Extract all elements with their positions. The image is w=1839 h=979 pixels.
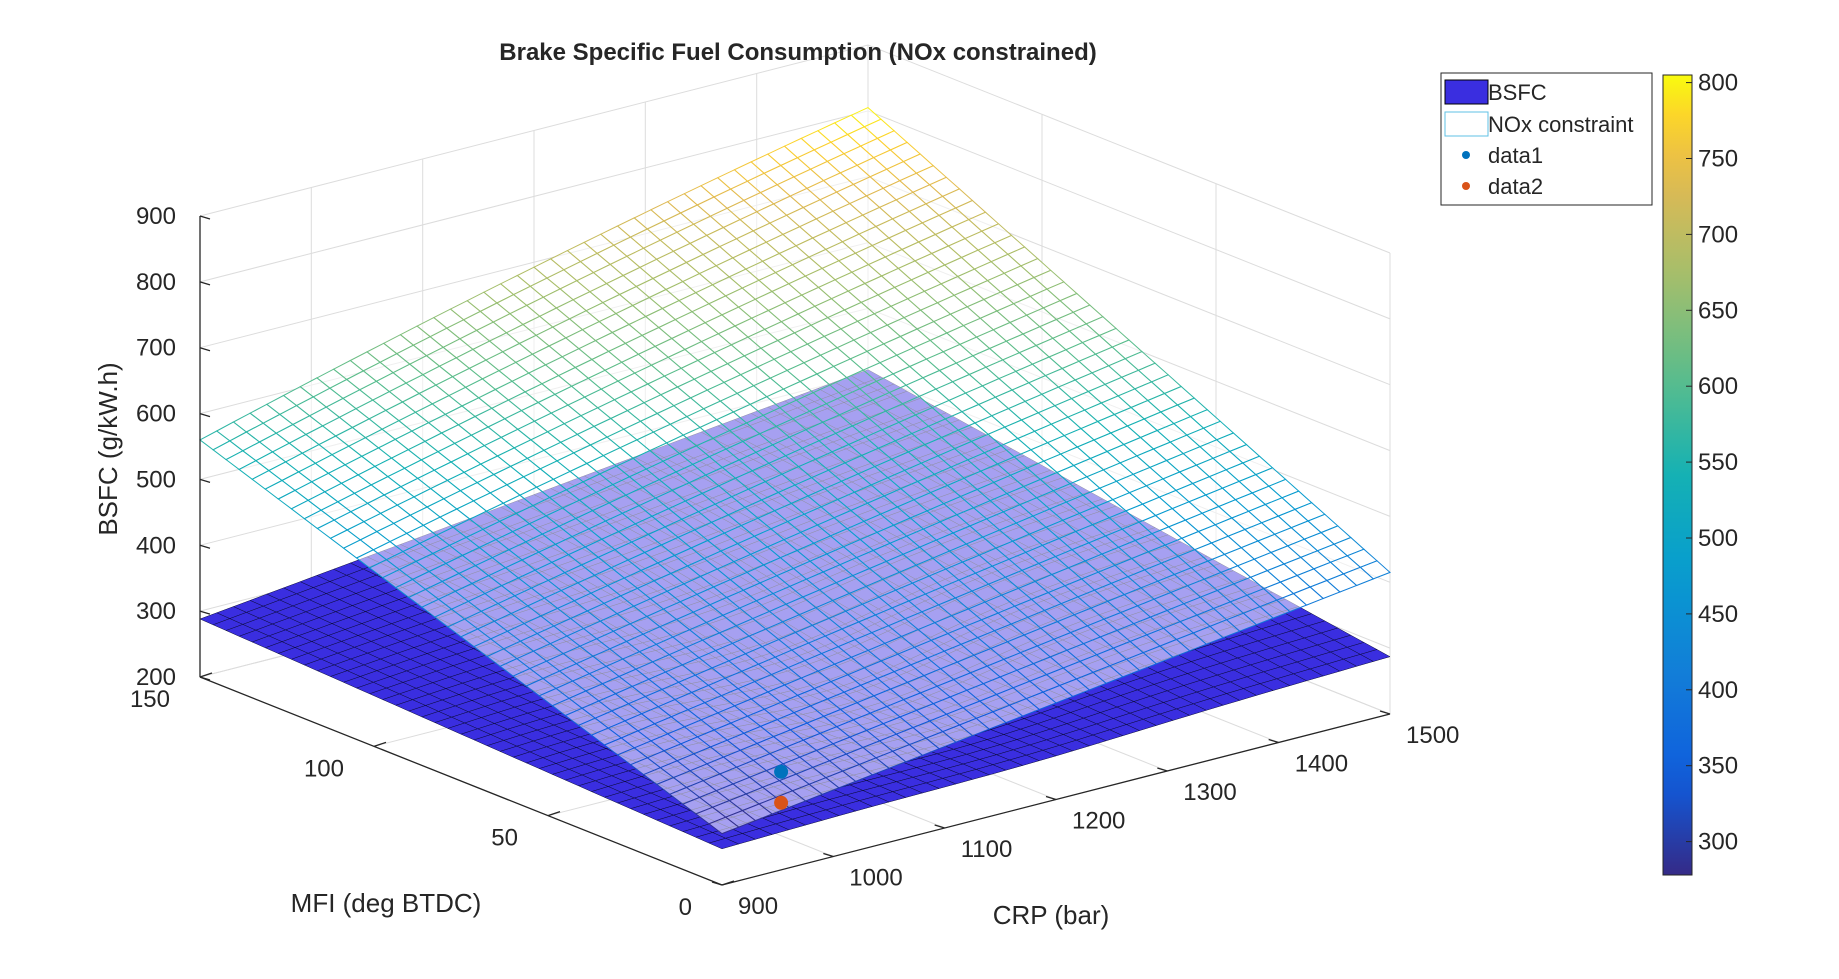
x-tick-label: 1500 [1406,722,1459,749]
z-tick-label: 400 [136,532,176,559]
x-tick [934,824,945,829]
bsfc-surface-patch [708,838,740,850]
colorbar-tick-label: 750 [1698,146,1738,173]
z-tick-label: 300 [136,598,176,625]
colorbar-tick-label: 700 [1698,221,1738,248]
z-tick-label: 900 [136,203,176,230]
y-tick-label: 100 [304,755,344,782]
y-axis-label: MFI (deg BTDC) [291,888,482,918]
z-tick [199,544,211,549]
z-tick [199,676,211,681]
x-tick-label: 1000 [849,865,902,892]
z-tick [199,412,211,418]
legend-swatch-bsfc [1444,79,1489,105]
legend-label-data1: data1 [1488,143,1543,168]
colorbar-tick-label: 450 [1698,601,1738,628]
grid-line-z [199,44,1391,254]
legend-label-bsfc: BSFC [1488,80,1547,105]
colorbar-tick-label: 400 [1698,677,1738,704]
x-tick [711,881,723,886]
z-tick [199,478,211,484]
x-tick [1045,795,1057,801]
x-tick-label: 1100 [961,836,1013,863]
chart-title: Brake Specific Fuel Consumption (NOx con… [499,39,1096,66]
data-points [774,764,789,810]
colorbar-gradient [1662,74,1693,876]
colorbar-tick-label: 550 [1698,449,1738,476]
z-tick [199,610,211,615]
z-tick-label: 700 [136,335,176,362]
legend-label-data2: data2 [1488,174,1543,199]
z-axis-label: BSFC (g/kW.h) [93,362,123,535]
z-tick-label: 500 [136,466,176,493]
z-tick-label: 800 [136,269,176,296]
surfaces [199,107,1391,850]
x-tick [1157,767,1168,772]
colorbar-tick-label: 600 [1698,373,1738,400]
y-tick [547,811,561,817]
x-tick [823,852,834,858]
z-tick [199,281,211,286]
x-tick [1268,738,1279,744]
colorbar-tick-label: 350 [1698,753,1738,780]
colorbar-tick-label: 800 [1698,70,1738,97]
legend-marker-data2 [1462,182,1470,190]
x-tick [1379,710,1391,715]
nox-constraint-mesh-cell [707,816,740,835]
y-tick-label: 150 [130,686,170,713]
colorbar-tick-label: 300 [1698,829,1738,856]
y-tick-label: 0 [679,894,692,921]
y-tick [199,672,213,678]
legend-marker-data1 [1462,151,1470,159]
point-data1 [774,764,789,779]
x-tick-label: 1300 [1183,779,1236,806]
y-tick [721,880,735,886]
y-axis-line [199,676,723,886]
z-tick-label: 200 [136,664,176,691]
z-tick [199,215,211,220]
point-data2 [774,795,789,810]
legend: BSFC NOx constraint data1 data2 [1440,72,1653,206]
x-tick-label: 900 [738,893,778,920]
legend-label-nox: NOx constraint [1488,112,1634,137]
y-tick-label: 50 [491,825,518,852]
x-tick-label: 1400 [1295,751,1348,778]
legend-swatch-nox [1444,111,1489,137]
x-tick-label: 1200 [1072,808,1125,835]
colorbar-tick-label: 650 [1698,297,1738,324]
z-tick [199,347,211,352]
colorbar: 300 350 400 450 500 550 600 650 700 750 800 [1662,70,1738,876]
x-axis-label: CRP (bar) [993,900,1110,930]
z-tick-label: 600 [136,401,176,428]
y-tick [373,741,387,747]
colorbar-tick-label: 500 [1698,525,1738,552]
